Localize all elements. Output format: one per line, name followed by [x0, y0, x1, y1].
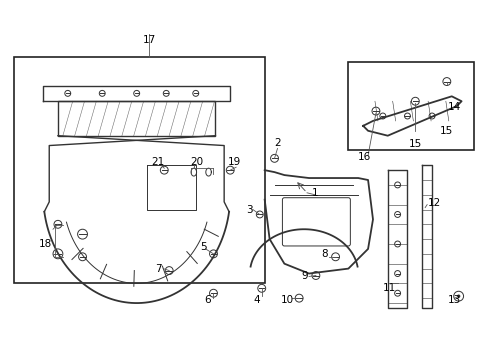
Text: 19: 19 — [227, 157, 241, 167]
Circle shape — [458, 295, 460, 297]
Text: 1: 1 — [312, 188, 318, 198]
Text: 6: 6 — [204, 295, 211, 305]
Text: 18: 18 — [39, 239, 52, 249]
Text: 3: 3 — [246, 204, 253, 215]
Text: 12: 12 — [427, 198, 441, 208]
Text: 20: 20 — [190, 157, 203, 167]
Text: 15: 15 — [440, 126, 453, 136]
Text: 13: 13 — [448, 295, 462, 305]
Text: 15: 15 — [409, 139, 422, 149]
Text: 9: 9 — [302, 270, 308, 280]
Text: 16: 16 — [358, 152, 371, 162]
Text: 8: 8 — [321, 249, 328, 259]
Text: 21: 21 — [152, 157, 165, 167]
Text: 5: 5 — [200, 242, 207, 252]
Text: 10: 10 — [281, 295, 294, 305]
Text: 14: 14 — [448, 102, 462, 112]
Text: 17: 17 — [143, 35, 156, 45]
Text: 11: 11 — [383, 283, 396, 293]
Text: 4: 4 — [253, 295, 260, 305]
Text: 2: 2 — [274, 138, 281, 148]
Text: 7: 7 — [155, 264, 162, 274]
